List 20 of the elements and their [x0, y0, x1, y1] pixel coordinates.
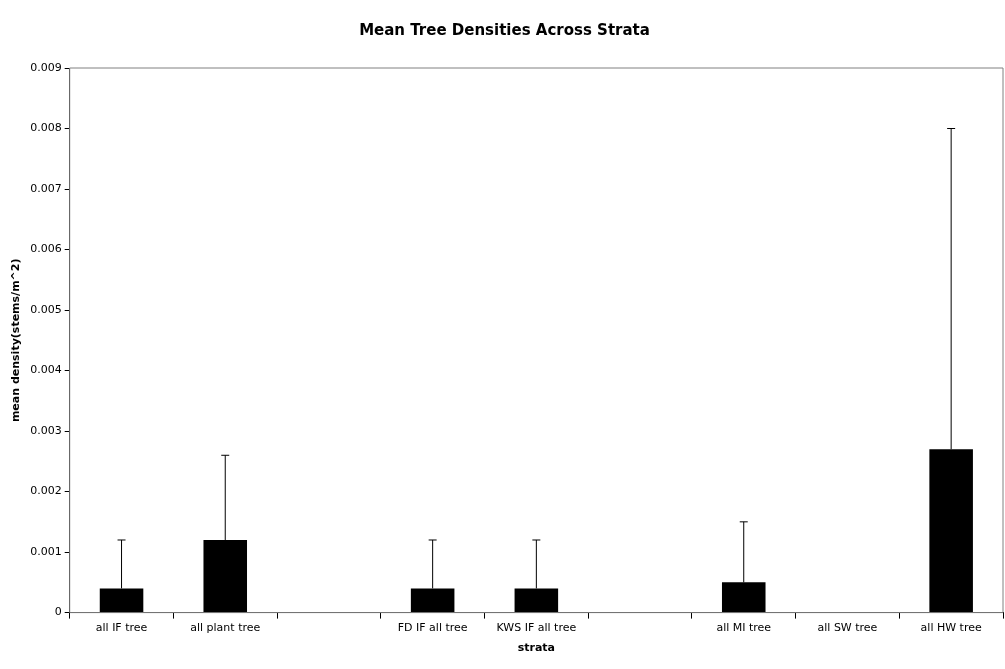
chart-title: Mean Tree Densities Across Strata — [359, 20, 650, 39]
x-tick-label: all plant tree — [190, 621, 261, 635]
y-tick-label: 0.008 — [30, 121, 62, 135]
y-tick-label: 0.001 — [30, 544, 62, 558]
y-tick-label: 0 — [54, 605, 62, 619]
x-tick-label: all IF tree — [95, 621, 148, 635]
x-tick-label: FD IF all tree — [397, 621, 468, 635]
x-tick-label: all MI tree — [716, 621, 772, 635]
x-tick-label: KWS IF all tree — [496, 621, 577, 635]
y-tick-label: 0.003 — [30, 423, 62, 437]
x-tick-label: all HW tree — [920, 621, 982, 635]
y-tick-label: 0.007 — [30, 181, 62, 195]
y-tick-label: 0.005 — [30, 302, 62, 316]
y-axis-title: mean density(stems/m^2) — [9, 258, 23, 423]
x-tick-label: all SW tree — [817, 621, 878, 635]
x-axis-title: strata — [517, 641, 556, 655]
y-tick-label: 0.006 — [30, 242, 62, 256]
y-tick-label: 0.009 — [30, 60, 62, 74]
y-tick-label: 0.002 — [30, 484, 62, 498]
y-tick-label: 0.004 — [30, 363, 62, 377]
